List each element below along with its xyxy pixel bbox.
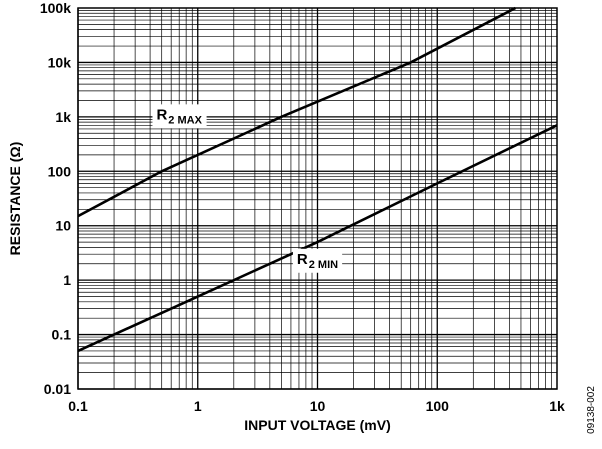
y-tick-labels: 0.01 0.1 1 10 100 1k 10k 100k	[40, 0, 71, 397]
y-tick-label: 100	[48, 163, 72, 179]
series-label-main: R	[156, 106, 167, 123]
series-label-main: R	[297, 251, 308, 268]
figure-id: 09138-002	[586, 386, 597, 434]
series-label-sub: 2 MIN	[309, 259, 338, 271]
y-tick-label: 1k	[55, 109, 71, 125]
series-label-0: R2 MAX	[156, 106, 202, 126]
x-tick-label: 1	[194, 398, 202, 414]
y-tick-label: 100k	[40, 0, 71, 16]
x-tick-label: 1k	[549, 398, 565, 414]
x-tick-labels: 0.1 1 10 100 1k	[68, 398, 565, 414]
y-tick-label: 10	[55, 218, 71, 234]
y-tick-label: 0.1	[52, 327, 72, 343]
y-tick-label: 1	[63, 272, 71, 288]
y-axis-title: RESISTANCE (Ω)	[7, 142, 23, 256]
x-tick-label: 10	[310, 398, 326, 414]
x-tick-label: 0.1	[68, 398, 88, 414]
series-line-0	[77, 6, 517, 218]
y-tick-label: 0.01	[44, 381, 71, 397]
plot-frame	[77, 7, 558, 390]
series-line-1	[77, 124, 558, 353]
series-label-background	[152, 104, 207, 129]
series-label-1: R2 MIN	[297, 251, 338, 271]
y-tick-label: 10k	[48, 54, 72, 70]
series-label-background	[292, 248, 343, 273]
x-axis-title: INPUT VOLTAGE (mV)	[244, 417, 390, 433]
x-tick-label: 100	[426, 398, 450, 414]
grid	[77, 8, 557, 390]
series-label-sub: 2 MAX	[168, 114, 202, 126]
